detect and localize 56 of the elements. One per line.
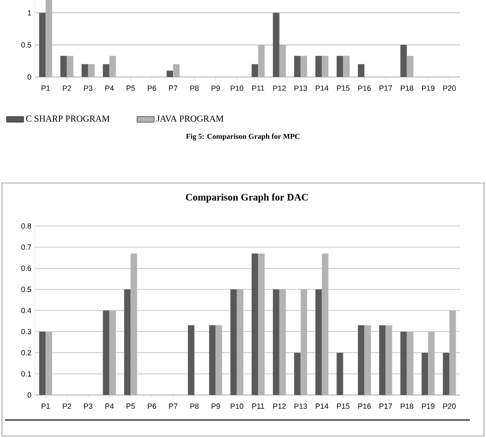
bar (379, 325, 386, 395)
bar (60, 56, 67, 77)
bar (406, 56, 414, 77)
bar (300, 289, 308, 395)
bar (315, 289, 322, 395)
bar (315, 56, 322, 77)
bar (258, 253, 265, 395)
bar (406, 332, 414, 395)
bar (279, 289, 286, 395)
bar (442, 352, 450, 395)
bar (88, 64, 95, 77)
bar (322, 253, 328, 395)
bar (364, 325, 371, 395)
bar (428, 332, 435, 395)
bar (300, 56, 308, 77)
bar (272, 12, 280, 77)
bar (252, 253, 258, 395)
legend-label: JAVA PROGRAM (156, 116, 224, 122)
bar (216, 325, 222, 395)
bar (230, 289, 237, 395)
bar (82, 64, 88, 77)
bar (294, 56, 301, 77)
bar (102, 310, 110, 395)
bar (358, 64, 364, 77)
bar (188, 325, 194, 395)
legend-label: C SHARP PROGRAM (26, 116, 110, 122)
bar (39, 332, 46, 395)
bar (343, 56, 350, 77)
bar (272, 289, 280, 395)
bar (46, 332, 52, 395)
bar (400, 44, 407, 77)
bar (252, 64, 258, 77)
bar (336, 56, 344, 77)
chart-title: Comparison Graph for DAC (186, 193, 308, 203)
bar (46, 0, 52, 77)
bar (322, 56, 328, 77)
bar (109, 56, 116, 77)
bar (400, 332, 407, 395)
bar (358, 325, 364, 395)
bar (422, 352, 428, 395)
bar (258, 44, 265, 77)
bar (173, 64, 180, 77)
bar (66, 56, 74, 77)
bar (102, 64, 110, 77)
bar (449, 310, 456, 395)
bar (279, 44, 286, 77)
bar (209, 325, 216, 395)
bar (109, 310, 116, 395)
bar (236, 289, 244, 395)
bar (39, 12, 46, 77)
bar (336, 352, 344, 395)
bar (124, 289, 131, 395)
bar (166, 70, 174, 77)
bar (130, 253, 138, 395)
bar (294, 352, 301, 395)
bar (386, 325, 392, 395)
